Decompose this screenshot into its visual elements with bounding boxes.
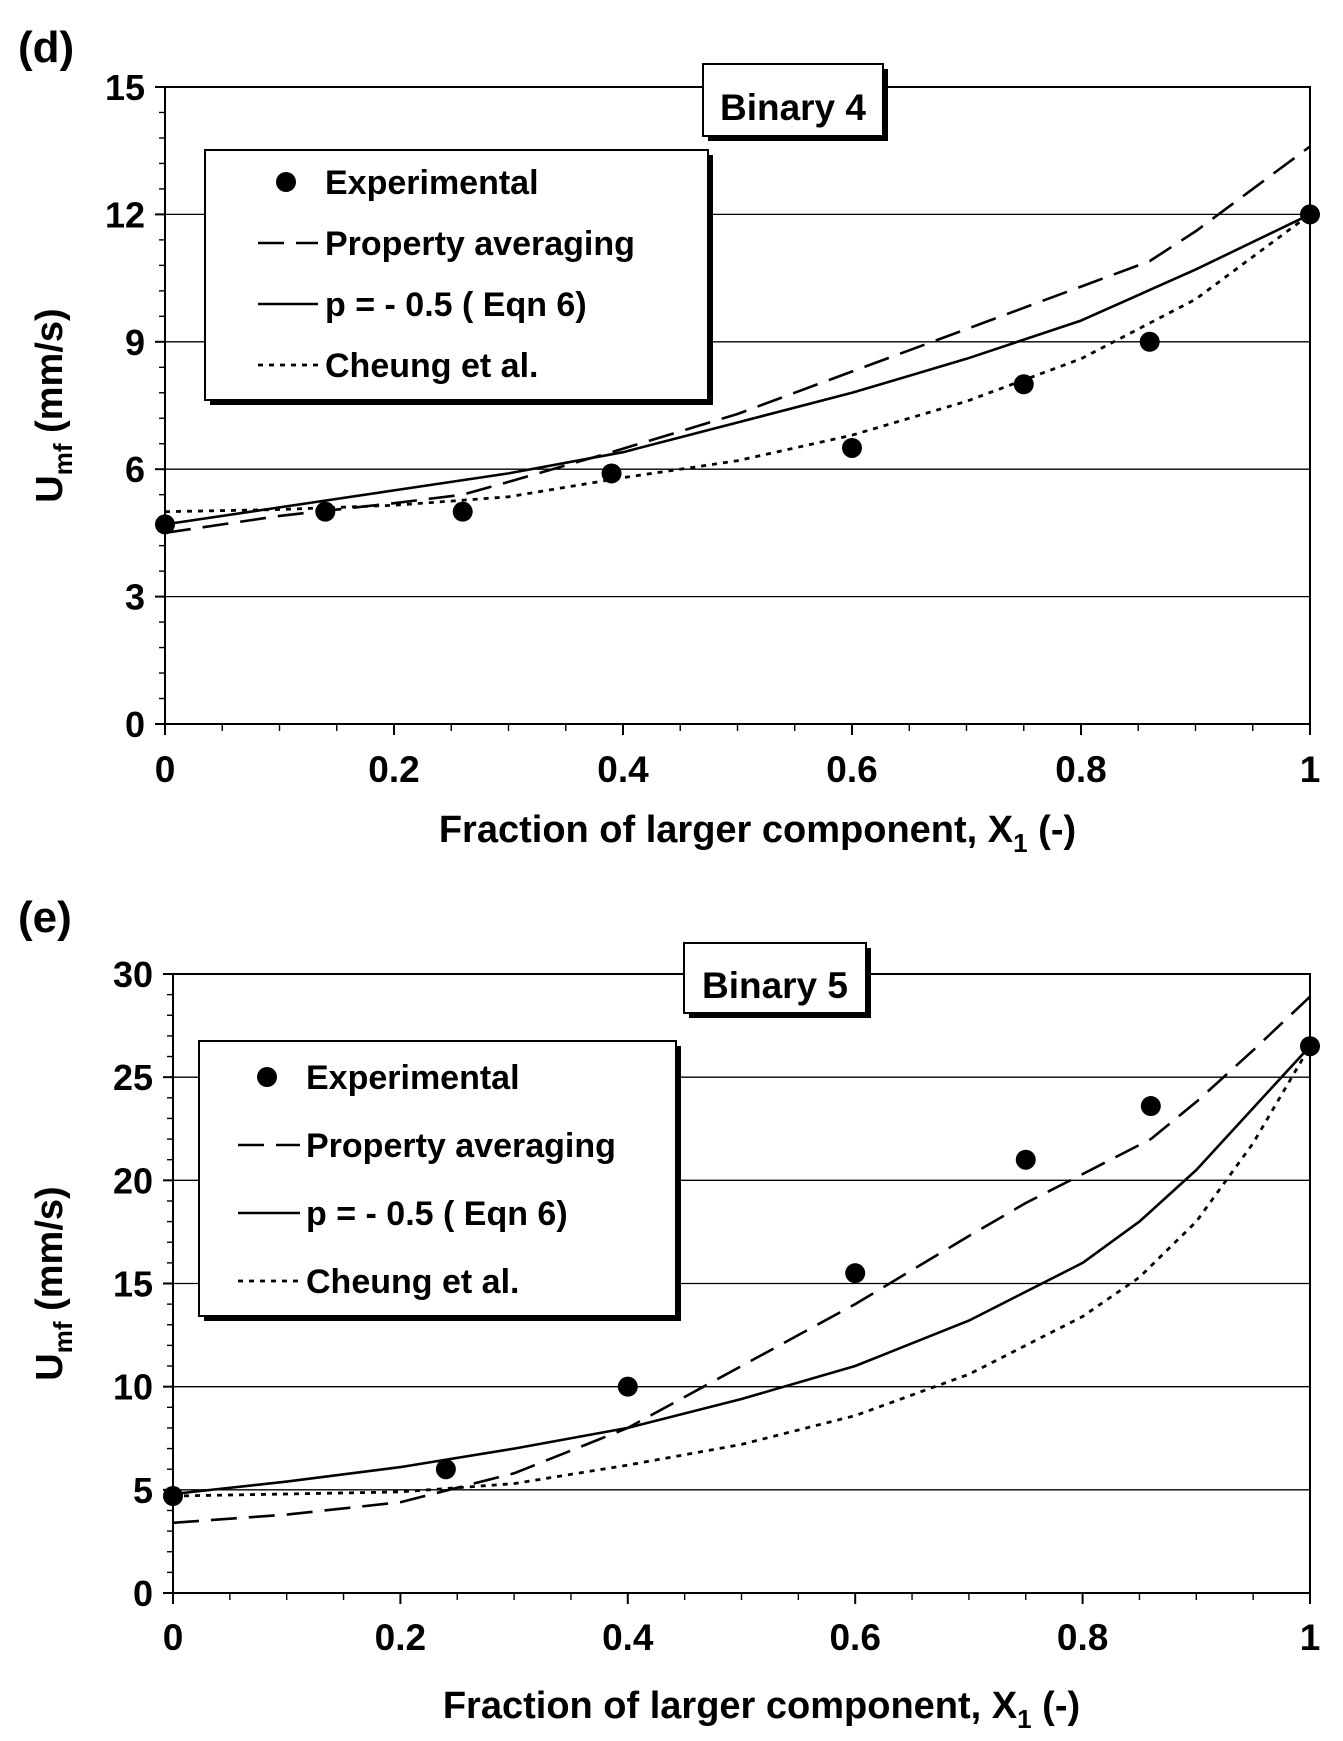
x-axis-label: Fraction of larger component, X1 (-) — [439, 809, 1076, 858]
legend-label: p = - 0.5 ( Eqn 6) — [306, 1195, 568, 1233]
legend-label: p = - 0.5 ( Eqn 6) — [325, 286, 587, 324]
panel-label: (e) — [18, 893, 72, 942]
y-tick-label: 30 — [113, 954, 153, 995]
legend-label: Experimental — [325, 164, 539, 202]
x-tick-label: 1 — [1300, 749, 1321, 790]
y-tick-label: 15 — [113, 1264, 153, 1305]
legend-label: Cheung et al. — [306, 1263, 519, 1301]
data-point — [617, 1376, 638, 1397]
chart-title: Binary 5 — [702, 965, 848, 1006]
x-axis-label-subscript: 1 — [1017, 1704, 1031, 1734]
x-axis-label-subscript: 1 — [1013, 828, 1027, 858]
x-axis-label: Fraction of larger component, X1 (-) — [443, 1685, 1080, 1734]
y-axis-label-unit: (mm/s) — [29, 1186, 71, 1321]
data-point — [601, 463, 622, 484]
legend-box — [198, 1040, 677, 1317]
y-axis-label-subscript: mf — [48, 1321, 78, 1353]
x-tick-label: 0.4 — [602, 1617, 654, 1658]
x-axis-label-main: Fraction of larger component, X — [439, 809, 1014, 851]
title-box — [683, 942, 867, 1014]
data-point — [315, 501, 336, 522]
y-axis-label-subscript: mf — [48, 443, 78, 475]
x-tick-label: 0.2 — [375, 1617, 426, 1658]
x-axis-label-unit: (-) — [1032, 1685, 1081, 1727]
legend-label: Cheung et al. — [325, 347, 538, 385]
data-point — [1140, 1096, 1161, 1117]
y-axis-label: Umf (mm/s) — [29, 1186, 78, 1380]
x-tick-label: 0.8 — [1055, 749, 1106, 790]
legend-marker — [276, 172, 296, 192]
legend-box — [204, 149, 709, 401]
y-axis-label-main: U — [29, 475, 71, 502]
y-tick-label: 0 — [125, 704, 145, 745]
data-point — [435, 1459, 456, 1480]
x-tick-label: 0 — [163, 1617, 184, 1658]
x-tick-label: 0.4 — [597, 749, 649, 790]
series-line-dashed — [172, 995, 1311, 1525]
x-tick-label: 1 — [1300, 1617, 1321, 1658]
x-tick-label: 0 — [155, 749, 176, 790]
data-point — [163, 1486, 183, 1507]
y-tick-label: 15 — [105, 67, 145, 108]
y-tick-label: 6 — [125, 449, 145, 490]
y-tick-label: 10 — [113, 1367, 153, 1408]
y-tick-label: 12 — [105, 194, 145, 235]
data-point — [842, 437, 862, 458]
y-tick-label: 9 — [125, 322, 145, 363]
title-box — [702, 63, 884, 137]
data-point — [1300, 204, 1320, 225]
chart-title: Binary 4 — [720, 87, 866, 128]
y-tick-label: 20 — [113, 1160, 153, 1201]
y-tick-label: 25 — [113, 1057, 153, 1098]
series-line-dotted — [164, 213, 1311, 514]
y-axis-label-main: U — [29, 1353, 71, 1380]
legend-label: Property averaging — [325, 225, 635, 263]
data-point — [452, 501, 473, 522]
x-axis-label-unit: (-) — [1028, 809, 1077, 851]
data-point — [845, 1263, 866, 1284]
x-tick-label: 0.6 — [826, 749, 877, 790]
legend-label: Experimental — [306, 1059, 520, 1097]
series-line-solid — [164, 213, 1311, 526]
data-point — [155, 514, 175, 535]
data-point — [1013, 374, 1034, 395]
y-tick-label: 0 — [133, 1573, 153, 1614]
y-axis-label: Umf (mm/s) — [29, 308, 78, 502]
x-tick-label: 0.6 — [829, 1617, 880, 1658]
panel-label: (d) — [18, 23, 74, 72]
legend-marker — [257, 1067, 277, 1087]
series-line-dashed — [164, 145, 1311, 535]
legend-label: Property averaging — [306, 1127, 616, 1165]
y-tick-label: 5 — [133, 1470, 153, 1511]
data-point — [1139, 331, 1160, 352]
x-tick-label: 0.2 — [368, 749, 419, 790]
y-axis-label-unit: (mm/s) — [29, 308, 71, 443]
x-tick-label: 0.8 — [1057, 1617, 1108, 1658]
data-point — [1300, 1036, 1320, 1057]
x-axis-label-main: Fraction of larger component, X — [443, 1685, 1018, 1727]
series-line-solid — [172, 1045, 1311, 1496]
y-tick-label: 3 — [125, 577, 145, 618]
data-point — [1015, 1149, 1036, 1170]
